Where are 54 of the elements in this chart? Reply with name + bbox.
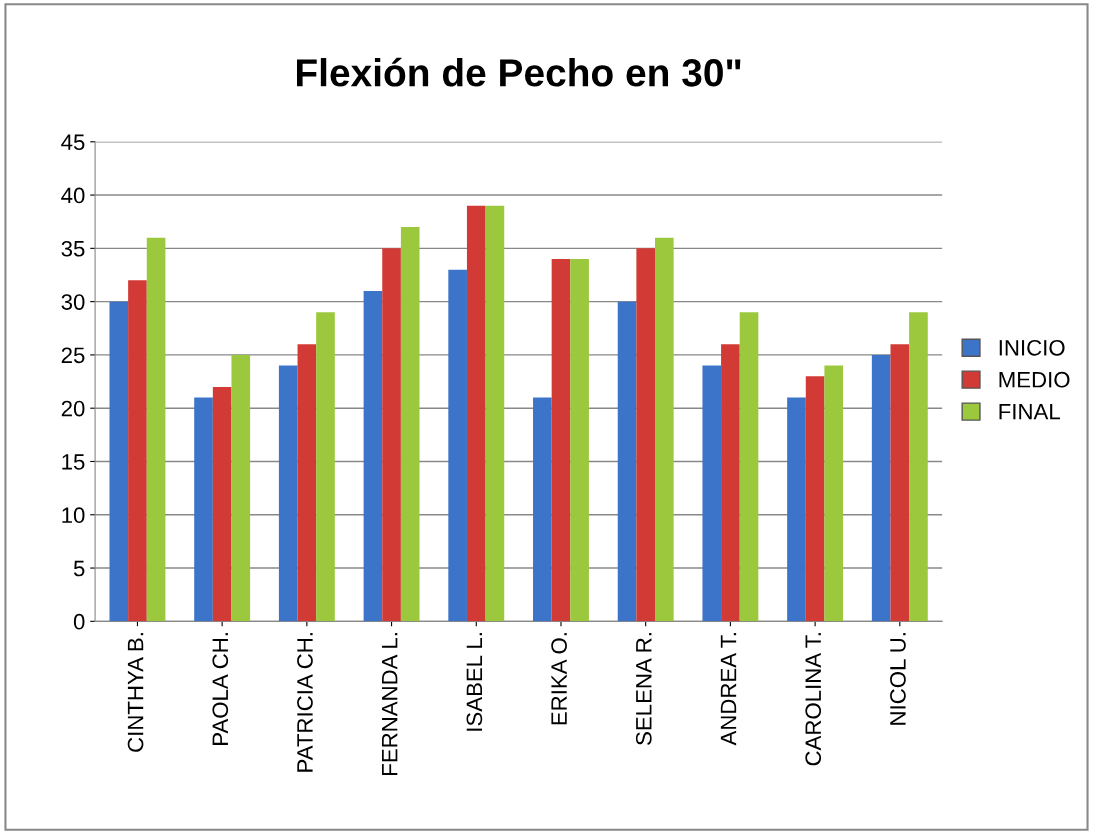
bar [400, 227, 420, 622]
x-tick-label: PATRICIA CH. [297, 633, 313, 772]
x-tick-label: ANDREA T. [720, 633, 737, 746]
x-tick-label: ERIKA O. [551, 633, 567, 725]
bar [212, 386, 232, 622]
x-tick-label: CAROLINA T. [805, 633, 822, 766]
bar [702, 365, 722, 622]
y-tick-label: 15 [62, 454, 85, 470]
bar [382, 248, 401, 622]
bar [721, 344, 740, 622]
bar [909, 312, 928, 622]
y-tick-label: 25 [61, 347, 85, 364]
bar [109, 301, 129, 622]
bar [297, 344, 317, 622]
bar [533, 397, 552, 622]
bar [739, 312, 759, 622]
y-tick-label: 35 [61, 240, 85, 257]
bar [278, 365, 298, 622]
y-tick-label: 40 [61, 187, 85, 204]
legend-label: INICIO [999, 339, 1065, 356]
bar [231, 354, 251, 622]
bar [448, 269, 467, 622]
legend-label: MEDIO [999, 371, 1070, 388]
bar [146, 237, 166, 622]
legend-label: FINAL [999, 404, 1060, 420]
y-tick-label: 30 [61, 294, 85, 310]
bar [363, 290, 383, 622]
bar [617, 301, 637, 622]
x-tick-label: CINTHYA B. [127, 633, 144, 752]
x-tick-label: FERNANDA L. [382, 633, 398, 775]
bar [871, 354, 891, 622]
y-tick-label: 0 [73, 613, 85, 630]
bar [655, 237, 674, 622]
y-tick-label: 45 [61, 134, 85, 151]
x-tick-label: PAOLA CH. [212, 633, 229, 745]
bar [466, 205, 486, 622]
bar [824, 365, 844, 622]
bar [316, 312, 335, 622]
bar [805, 376, 825, 622]
chart-title: Flexión de Pecho en 30" [296, 57, 741, 87]
y-tick-label: 10 [62, 507, 85, 524]
x-tick-label: NICOL U. [890, 633, 906, 725]
bar [551, 259, 571, 622]
bar [485, 205, 505, 622]
x-tick-label: ISABEL L. [466, 633, 483, 731]
bar [128, 280, 147, 622]
x-tick-label: SELENA R. [635, 633, 652, 745]
bar [787, 397, 806, 622]
bar [194, 397, 213, 622]
y-tick-label: 5 [73, 560, 85, 577]
y-tick-label: 20 [61, 400, 85, 417]
bar [890, 344, 910, 622]
bar [570, 259, 589, 622]
bar [636, 248, 656, 622]
